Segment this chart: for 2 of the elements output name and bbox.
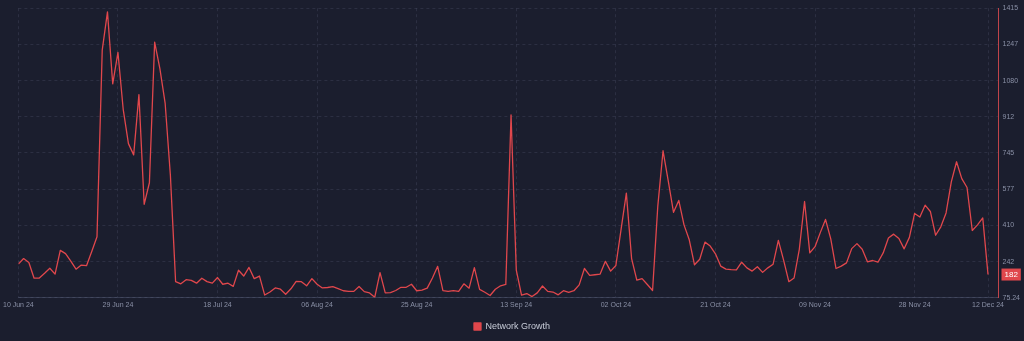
legend-label: Network Growth — [485, 320, 551, 331]
annotation: 182 — [1004, 269, 1019, 279]
